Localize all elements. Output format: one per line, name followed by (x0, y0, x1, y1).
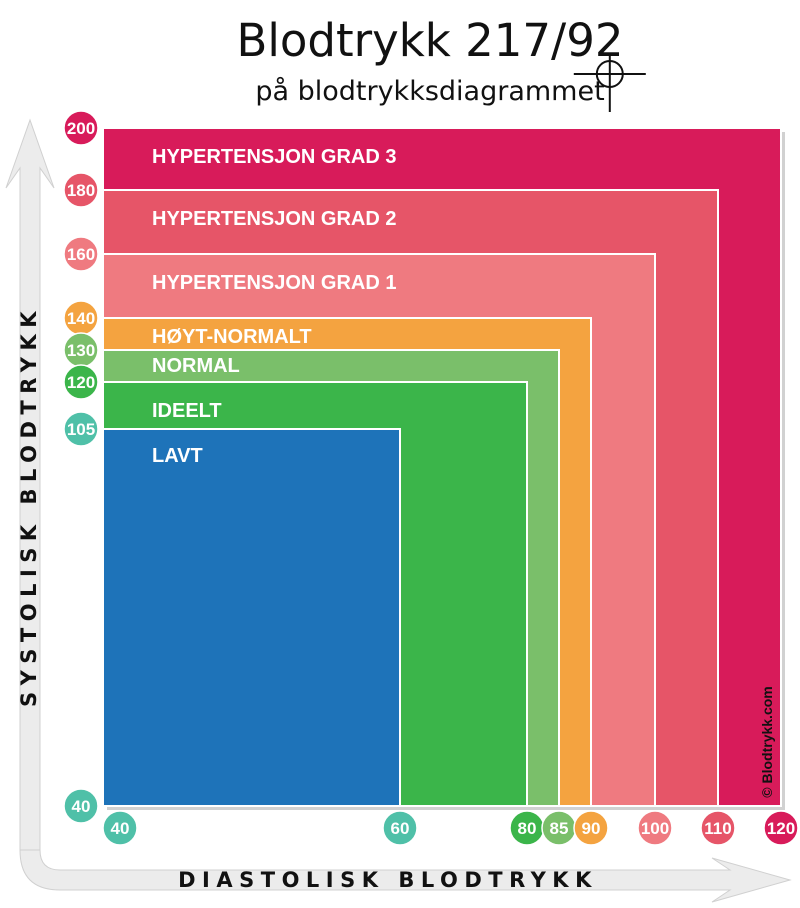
x-tick-badge (763, 810, 799, 846)
y-axis-arrow (5, 118, 55, 851)
y-tick-label: 180 (67, 181, 95, 200)
reading-marker (573, 54, 646, 112)
zone-label-hypertensjon-grad-2: HYPERTENSJON GRAD 2 (152, 208, 397, 230)
x-tick-label: 90 (582, 819, 601, 838)
y-tick-label: 120 (67, 373, 95, 392)
y-tick-badge (63, 364, 99, 400)
zone-labels: HYPERTENSJON GRAD 3 HYPERTENSJON GRAD 2 HY… (152, 146, 397, 467)
copyright-credit: © Blodtrykk.com (759, 686, 775, 797)
y-tick-label: 140 (67, 309, 95, 328)
x-tick-label: 120 (767, 819, 795, 838)
y-tick-label: 160 (67, 245, 95, 264)
marker-ring (595, 60, 624, 88)
x-tick-badge (700, 810, 736, 846)
y-tick-label: 40 (72, 797, 91, 816)
x-axis-arrow (19, 849, 792, 903)
zone-label-h-yt-normalt: HØYT-NORMALT (152, 326, 312, 348)
x-tick-badge (102, 810, 138, 846)
x-tick-label: 40 (111, 819, 130, 838)
y-tick-badge (63, 172, 99, 208)
y-tick-label: 130 (67, 341, 95, 360)
x-tick-label: 60 (391, 819, 410, 838)
x-tick-label: 80 (518, 819, 537, 838)
zone-lavt (102, 428, 401, 807)
chart-title: Blodtrykk 217/92 (236, 14, 624, 67)
y-tick-label: 105 (67, 420, 95, 439)
chart-subtitle: på blodtrykksdiagrammet (255, 76, 605, 107)
axis-arrows (5, 118, 792, 903)
x-tick-label: 85 (550, 819, 569, 838)
zones (102, 127, 785, 810)
y-tick-badge (63, 236, 99, 272)
zone-label-lavt: LAVT (152, 445, 203, 467)
x-axis-title: DIASTOLISK BLODTRYKK (178, 868, 598, 892)
x-tick-badge (382, 810, 418, 846)
zone-label-ideelt: IDEELT (152, 400, 222, 422)
x-tick-badge (637, 810, 673, 846)
y-tick-badge (63, 110, 99, 146)
ticks: 200 180 160 140 130 120 105 40 40 60 80 85 90 100 110 1… (63, 110, 799, 846)
y-tick-label: 200 (67, 119, 95, 138)
x-tick-label: 100 (641, 819, 669, 838)
y-tick-badge (63, 411, 99, 447)
zone-label-hypertensjon-grad-1: HYPERTENSJON GRAD 1 (152, 272, 397, 294)
x-tick-label: 110 (704, 819, 731, 838)
y-tick-badge (63, 788, 99, 824)
zone-label-normal: NORMAL (152, 355, 240, 377)
x-tick-badge (573, 810, 609, 846)
y-axis-title: SYSTOLISK BLODTRYKK (17, 305, 41, 707)
zone-label-hypertensjon-grad-3: HYPERTENSJON GRAD 3 (152, 146, 397, 168)
